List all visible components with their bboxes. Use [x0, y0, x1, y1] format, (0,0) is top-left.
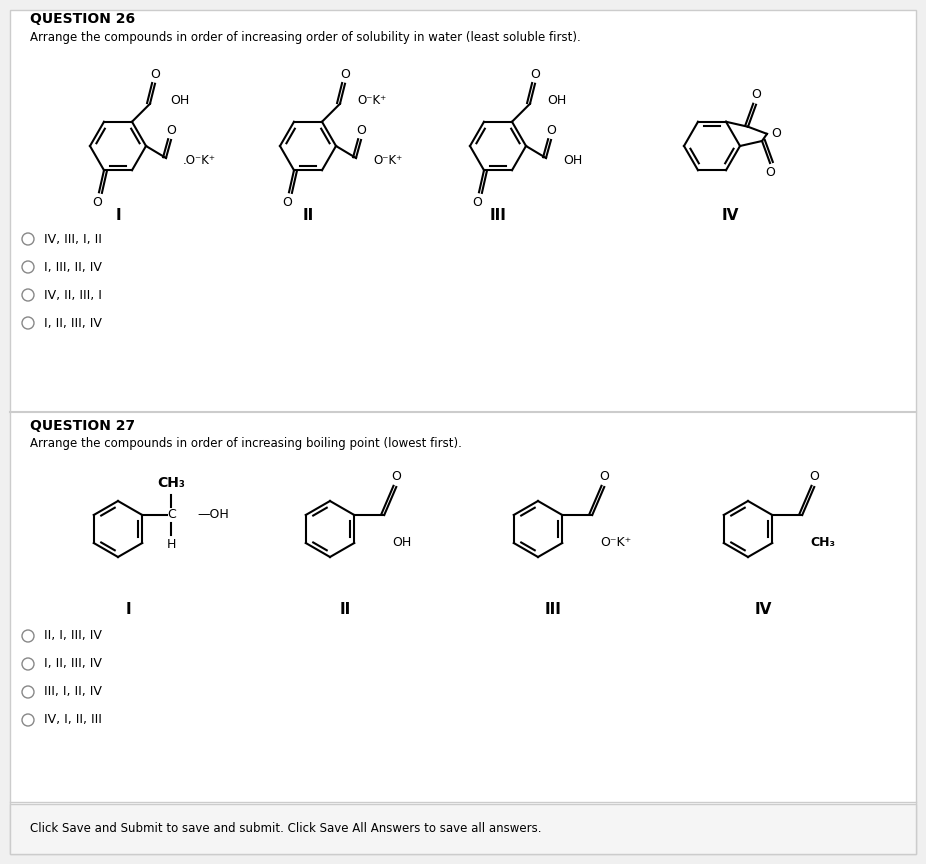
- Text: OH: OH: [170, 94, 189, 107]
- Text: O: O: [392, 469, 401, 482]
- Text: I: I: [125, 601, 131, 617]
- Text: O: O: [765, 167, 775, 180]
- Text: O: O: [472, 196, 482, 209]
- Text: III, I, II, IV: III, I, II, IV: [44, 685, 102, 698]
- Text: IV: IV: [755, 601, 771, 617]
- Text: O: O: [599, 469, 609, 482]
- Text: II, I, III, IV: II, I, III, IV: [44, 630, 102, 643]
- Text: I, III, II, IV: I, III, II, IV: [44, 261, 102, 274]
- Text: I, II, III, IV: I, II, III, IV: [44, 658, 102, 670]
- Text: III: III: [490, 208, 507, 224]
- Text: O⁻K⁺: O⁻K⁺: [357, 94, 386, 107]
- Text: .O⁻K⁺: .O⁻K⁺: [183, 155, 216, 168]
- Text: CH₃: CH₃: [157, 476, 185, 490]
- Text: O: O: [150, 68, 160, 81]
- Text: O⁻K⁺: O⁻K⁺: [373, 155, 402, 168]
- Text: CH₃: CH₃: [810, 537, 835, 550]
- Text: IV, II, III, I: IV, II, III, I: [44, 289, 102, 302]
- Text: Arrange the compounds in order of increasing order of solubility in water (least: Arrange the compounds in order of increa…: [30, 31, 581, 45]
- Text: O: O: [357, 124, 366, 137]
- Text: O: O: [771, 127, 781, 140]
- Text: OH: OH: [393, 537, 411, 550]
- Text: QUESTION 27: QUESTION 27: [30, 419, 135, 433]
- Text: II: II: [339, 601, 351, 617]
- Text: O: O: [809, 469, 820, 482]
- FancyBboxPatch shape: [10, 10, 916, 854]
- Text: O: O: [166, 124, 176, 137]
- Text: I, II, III, IV: I, II, III, IV: [44, 316, 102, 329]
- Text: II: II: [303, 208, 314, 224]
- Text: OH: OH: [547, 94, 567, 107]
- Text: —OH: —OH: [197, 509, 229, 522]
- Text: O: O: [530, 68, 540, 81]
- Text: OH: OH: [563, 155, 582, 168]
- FancyBboxPatch shape: [10, 804, 916, 854]
- Text: Arrange the compounds in order of increasing boiling point (lowest first).: Arrange the compounds in order of increa…: [30, 437, 462, 450]
- Text: IV: IV: [721, 208, 739, 224]
- Text: O: O: [282, 196, 292, 209]
- Text: IV, I, II, III: IV, I, II, III: [44, 714, 102, 727]
- Text: O⁻K⁺: O⁻K⁺: [600, 537, 632, 550]
- Text: O: O: [751, 88, 761, 101]
- Text: H: H: [167, 538, 176, 551]
- Text: I: I: [115, 208, 120, 224]
- Text: O: O: [340, 68, 350, 81]
- Text: Click Save and Submit to save and submit. Click Save All Answers to save all ans: Click Save and Submit to save and submit…: [30, 822, 542, 835]
- Text: III: III: [544, 601, 561, 617]
- Text: QUESTION 26: QUESTION 26: [30, 12, 135, 26]
- Text: IV, III, I, II: IV, III, I, II: [44, 232, 102, 245]
- Text: O: O: [546, 124, 556, 137]
- Text: O: O: [92, 196, 102, 209]
- Text: C: C: [167, 509, 176, 522]
